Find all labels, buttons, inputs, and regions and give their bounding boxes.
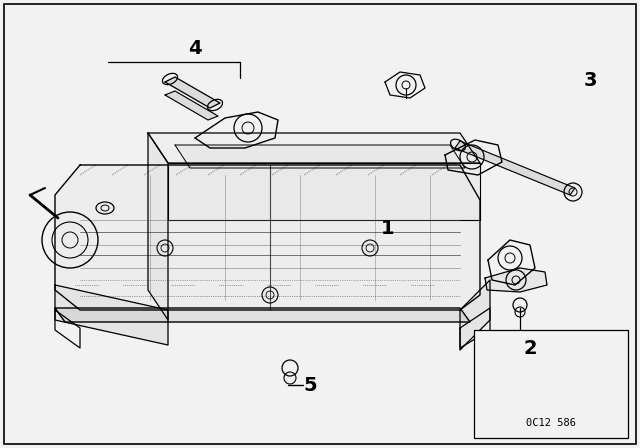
- Polygon shape: [165, 77, 220, 108]
- Polygon shape: [460, 280, 490, 350]
- Text: 0C12 586: 0C12 586: [526, 418, 576, 428]
- Polygon shape: [148, 133, 168, 320]
- Polygon shape: [168, 163, 480, 220]
- Polygon shape: [455, 141, 575, 195]
- Bar: [474, 330, 628, 438]
- Polygon shape: [175, 145, 465, 168]
- Text: 3: 3: [583, 70, 596, 90]
- Text: 1: 1: [381, 219, 395, 237]
- Polygon shape: [55, 165, 480, 310]
- Text: 5: 5: [303, 375, 317, 395]
- Text: 2: 2: [523, 339, 537, 358]
- Polygon shape: [148, 133, 480, 163]
- Text: 4: 4: [188, 39, 202, 57]
- Polygon shape: [165, 91, 218, 120]
- Polygon shape: [55, 308, 470, 322]
- Polygon shape: [55, 285, 168, 345]
- Polygon shape: [485, 268, 547, 292]
